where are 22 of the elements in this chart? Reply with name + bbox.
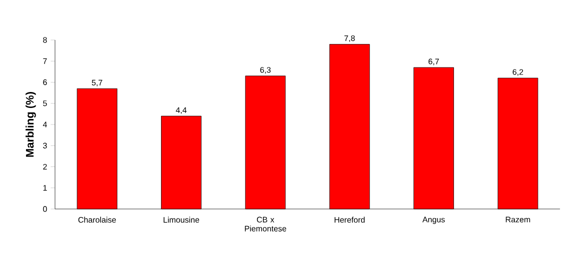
data-label: 6,2 bbox=[512, 69, 524, 76]
y-tick-label: 2 bbox=[43, 164, 47, 170]
y-tick-label: 8 bbox=[43, 37, 47, 43]
y-tick-label: 4 bbox=[42, 122, 47, 128]
x-tick-label: Charolaise bbox=[78, 216, 116, 223]
x-tick-label: Hereford bbox=[334, 216, 365, 223]
y-tick-label: 7 bbox=[43, 58, 47, 64]
x-tick-label: Angus bbox=[422, 216, 445, 224]
y-tick-label: 5 bbox=[43, 100, 47, 106]
x-tick-label: Razem bbox=[506, 216, 530, 222]
x-tick-label: CB x Piemontese bbox=[244, 216, 286, 232]
data-label: 4,4 bbox=[176, 107, 187, 114]
y-tick-label: 1 bbox=[43, 185, 47, 191]
y-axis-title: Marbling (%) bbox=[26, 92, 36, 157]
y-tick-label: 3 bbox=[43, 142, 47, 148]
x-tick-label: Limousine bbox=[164, 216, 200, 223]
data-label: 5,7 bbox=[92, 80, 102, 86]
y-tick-label: 6 bbox=[43, 79, 47, 86]
data-label: 6,3 bbox=[260, 67, 271, 74]
data-label: 7,8 bbox=[344, 35, 355, 42]
y-tick-label: 0 bbox=[43, 206, 47, 212]
data-label: 6,7 bbox=[428, 58, 439, 66]
